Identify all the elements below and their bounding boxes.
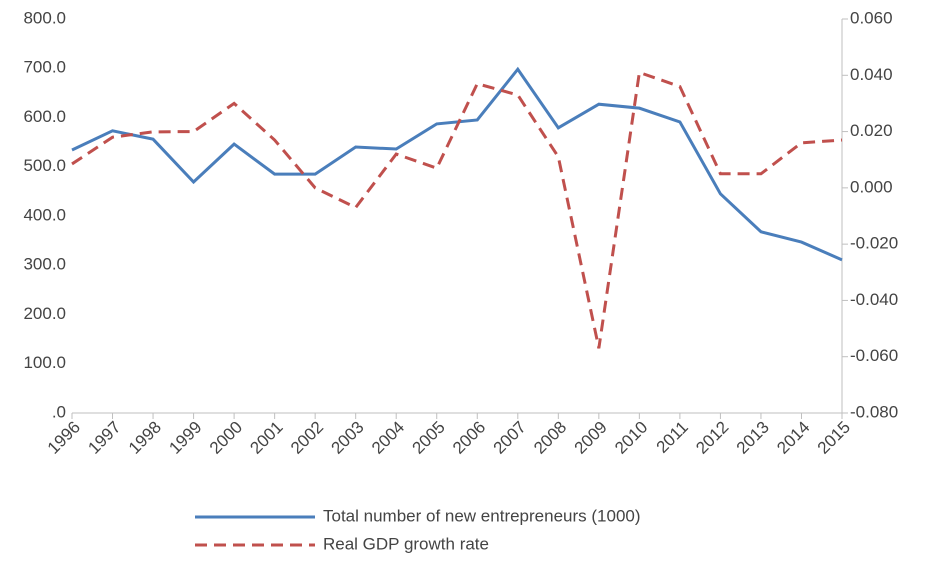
y2-tick-label: -0.040 [850,290,898,309]
y-tick-label: .0 [52,402,66,421]
y-tick-label: 300.0 [23,255,66,274]
y2-tick-label: 0.020 [850,121,893,140]
y-tick-label: 700.0 [23,58,66,77]
x-tick-label: 1998 [125,418,165,458]
x-tick-label: 2005 [409,418,449,458]
x-tick-label: 2008 [530,418,570,458]
y2-tick-label: 0.040 [850,65,893,84]
y-tick-label: 100.0 [23,353,66,372]
series-line [71,66,843,262]
y-tick-label: 500.0 [23,156,66,175]
x-tick-label: 2002 [287,418,327,458]
y-tick-label: 600.0 [23,107,66,126]
x-tick-label: 2015 [814,418,854,458]
x-tick-label: 2012 [692,418,732,458]
x-tick-label: 1999 [165,418,205,458]
y2-tick-label: -0.020 [850,234,898,253]
x-tick-label: 1997 [84,418,124,458]
x-tick-label: 2007 [490,418,530,458]
legend-label: Real GDP growth rate [323,534,489,553]
x-tick-label: 2006 [449,418,489,458]
x-tick-label: 2013 [733,418,773,458]
x-tick-label: 2009 [571,418,611,458]
x-tick-label: 2000 [206,418,246,458]
legend-label: Total number of new entrepreneurs (1000) [323,506,641,525]
y-tick-label: 200.0 [23,304,66,323]
y-tick-label: 800.0 [23,8,66,27]
x-tick-label: 2001 [246,418,286,458]
x-tick-label: 2010 [611,418,651,458]
y2-tick-label: 0.060 [850,8,893,27]
y-tick-label: 400.0 [23,205,66,224]
x-tick-label: 2004 [368,418,408,458]
x-tick-label: 1996 [44,418,84,458]
x-tick-label: 2003 [328,418,368,458]
x-tick-label: 2014 [773,418,813,458]
x-tick-label: 2011 [653,418,692,457]
y2-tick-label: -0.080 [850,402,898,421]
y2-tick-label: -0.060 [850,346,898,365]
series-line [71,70,843,349]
y2-tick-label: 0.000 [850,177,893,196]
